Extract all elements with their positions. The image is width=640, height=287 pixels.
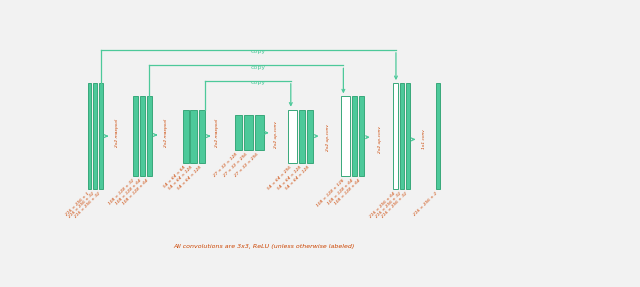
Bar <box>183 110 189 163</box>
Bar <box>147 96 152 176</box>
Bar <box>299 110 305 163</box>
Bar <box>394 83 399 189</box>
Text: 216 × 256 × 32: 216 × 256 × 32 <box>74 191 101 219</box>
Text: copy: copy <box>251 49 266 54</box>
Text: 27 × 32 × 128: 27 × 32 × 128 <box>212 153 238 178</box>
Text: 54 × 64 × 256: 54 × 64 × 256 <box>268 165 292 190</box>
Bar <box>99 83 103 189</box>
Text: 108 × 128 × 64: 108 × 128 × 64 <box>334 178 361 205</box>
Text: 54 × 64 × 128: 54 × 64 × 128 <box>276 165 302 190</box>
Text: 54 × 64 × 64: 54 × 64 × 64 <box>163 165 186 188</box>
Bar <box>190 110 197 163</box>
Text: 54 × 64 × 128: 54 × 64 × 128 <box>284 165 310 190</box>
Text: 2x2 maxpool: 2x2 maxpool <box>115 119 119 147</box>
Bar <box>352 96 356 176</box>
Bar <box>198 110 205 163</box>
Text: 108 × 128 × 64: 108 × 128 × 64 <box>115 178 142 205</box>
Text: 2x2 up-conv: 2x2 up-conv <box>326 124 330 151</box>
Text: 27 × 32 × 256: 27 × 32 × 256 <box>223 153 248 178</box>
Bar <box>288 110 297 163</box>
Text: 27 × 32 × 256: 27 × 32 × 256 <box>234 153 259 178</box>
Text: 2x2 up-conv: 2x2 up-conv <box>275 121 278 148</box>
Bar <box>307 110 313 163</box>
Bar <box>406 83 410 189</box>
Text: copy: copy <box>251 65 266 70</box>
Text: All convolutions are 3x3, ReLU (unless otherwise labeled): All convolutions are 3x3, ReLU (unless o… <box>173 244 354 249</box>
Bar <box>436 83 440 189</box>
Bar <box>401 83 404 189</box>
Bar <box>140 96 145 176</box>
Text: 2x2 maxpool: 2x2 maxpool <box>164 119 168 147</box>
Bar <box>133 96 138 176</box>
Text: 216 × 256 × 2: 216 × 256 × 2 <box>412 191 438 217</box>
Text: 216 × 256 × 32: 216 × 256 × 32 <box>375 191 403 219</box>
Bar <box>255 115 264 150</box>
Text: 2x2 up-conv: 2x2 up-conv <box>378 126 382 153</box>
Bar <box>235 115 242 150</box>
Bar <box>88 83 92 189</box>
Text: 216 × 256 × 32: 216 × 256 × 32 <box>381 191 408 219</box>
Bar <box>244 115 253 150</box>
Text: 108 × 128 × 128: 108 × 128 × 128 <box>316 178 346 208</box>
Text: 108 × 128 × 64: 108 × 128 × 64 <box>327 178 355 205</box>
Bar <box>359 96 364 176</box>
Text: 108 × 128 × 64: 108 × 128 × 64 <box>122 178 150 205</box>
Text: 216 × 256 × 64: 216 × 256 × 64 <box>369 191 396 219</box>
Text: 54 × 64 × 128: 54 × 64 × 128 <box>168 165 193 190</box>
Bar <box>93 83 97 189</box>
Text: 2x2 maxpool: 2x2 maxpool <box>216 119 220 147</box>
Text: copy: copy <box>251 80 266 85</box>
Text: 216 × 256 × 1: 216 × 256 × 1 <box>65 191 90 217</box>
Text: 216 × 256 × 32: 216 × 256 × 32 <box>68 191 95 219</box>
Text: 1x1 conv: 1x1 conv <box>422 129 426 149</box>
Text: 108 × 128 × 32: 108 × 128 × 32 <box>108 178 135 205</box>
Bar <box>341 96 350 176</box>
Text: 54 × 64 × 128: 54 × 64 × 128 <box>177 165 202 190</box>
